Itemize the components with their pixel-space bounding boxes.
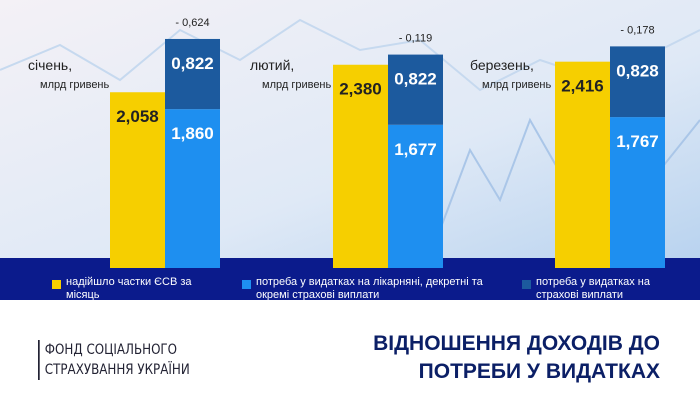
value-label: 0,822 bbox=[394, 70, 437, 89]
bar-segment bbox=[165, 109, 220, 268]
category-label: березень, bbox=[470, 57, 534, 73]
legend-swatch bbox=[52, 280, 61, 289]
bar-segment bbox=[610, 46, 665, 118]
bar-segment bbox=[610, 117, 665, 268]
legend-label: потреба у видатках на лікарняні, декретн… bbox=[256, 276, 483, 301]
bar bbox=[110, 92, 165, 269]
title-line: ВІДНОШЕННЯ ДОХОДІВ ДО bbox=[373, 332, 660, 355]
value-label: 2,416 bbox=[561, 77, 604, 96]
value-label: 2,380 bbox=[339, 80, 382, 99]
value-label: 1,677 bbox=[394, 140, 437, 159]
value-label: 0,828 bbox=[616, 61, 659, 80]
title-line: ПОТРЕБИ У ВИДАТКАХ bbox=[418, 360, 660, 383]
value-label: 2,058 bbox=[116, 107, 159, 126]
org-line: СТРАХУВАННЯ УКРАЇНИ bbox=[44, 362, 190, 378]
unit-label: млрд гривень bbox=[482, 79, 552, 91]
legend-label: надійшло частки ЄСВ за місяць bbox=[66, 276, 192, 301]
bar bbox=[555, 61, 610, 268]
value-label: 0,822 bbox=[171, 54, 214, 73]
organization: ФОНД СОЦІАЛЬНОГО СТРАХУВАННЯ УКРАЇНИ bbox=[38, 340, 190, 380]
unit-label: млрд гривень bbox=[40, 79, 110, 91]
category-label: січень, bbox=[28, 57, 72, 73]
bar bbox=[333, 64, 388, 268]
annotation: - 0,624 bbox=[175, 17, 209, 29]
bar-segment bbox=[388, 54, 443, 125]
legend-label: потреба у видатках на страхові виплати bbox=[536, 276, 651, 301]
org-line: ФОНД СОЦІАЛЬНОГО bbox=[44, 342, 178, 358]
unit-label: млрд гривень bbox=[262, 79, 332, 91]
annotation: - 0,178 bbox=[620, 24, 654, 36]
annotation: - 0,119 bbox=[399, 33, 432, 45]
chart: січень, млрд гривень 2,058 1,860 0,822 - 0,62… bbox=[0, 0, 700, 300]
decor-line bbox=[0, 18, 700, 92]
bar-segment bbox=[165, 38, 220, 110]
category-label: лютий, bbox=[250, 57, 294, 73]
title: ВІДНОШЕННЯ ДОХОДІВ ДО ПОТРЕБИ У ВИДАТКАХ bbox=[373, 330, 660, 386]
value-label: 1,767 bbox=[616, 132, 659, 151]
legend-swatch bbox=[242, 280, 251, 289]
bar-segment bbox=[388, 124, 443, 268]
value-label: 1,860 bbox=[171, 124, 214, 143]
legend-swatch bbox=[522, 280, 531, 289]
